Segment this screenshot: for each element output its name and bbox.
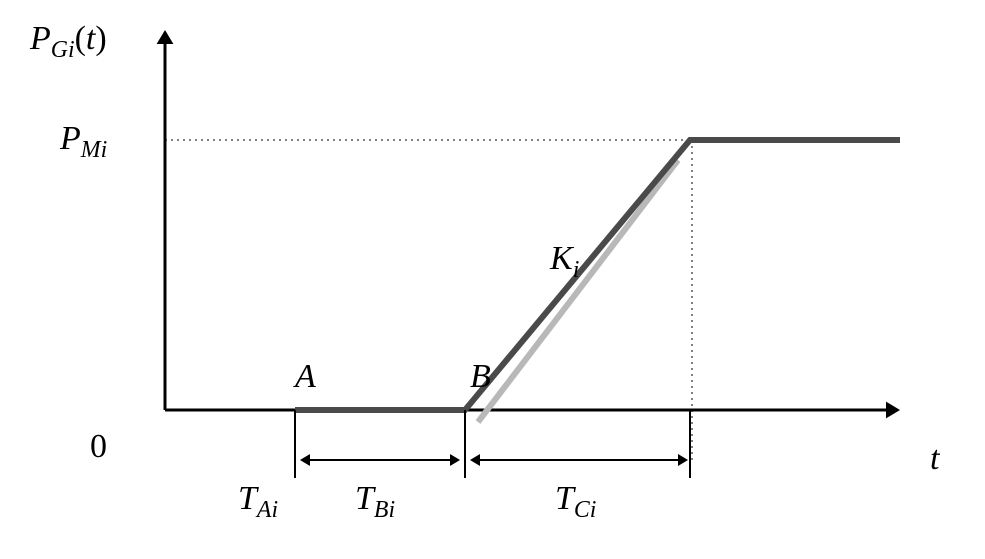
arrowhead bbox=[678, 454, 688, 466]
point-a-label: A bbox=[295, 358, 316, 396]
t-bi-label: TBi bbox=[355, 480, 395, 524]
arrowhead bbox=[157, 30, 174, 44]
x-axis-label: t bbox=[930, 440, 939, 478]
level-pmi-label: PMi bbox=[60, 120, 107, 164]
y-axis-label: PGi(t) bbox=[30, 20, 107, 64]
origin-label: 0 bbox=[90, 428, 107, 466]
response-curve bbox=[295, 140, 900, 410]
t-ai-label: TAi bbox=[238, 480, 278, 524]
arrowhead bbox=[470, 454, 480, 466]
slope-ki-label: Ki bbox=[550, 240, 579, 284]
arrowhead bbox=[300, 454, 310, 466]
arrowhead bbox=[450, 454, 460, 466]
t-ci-label: TCi bbox=[555, 480, 596, 524]
arrowhead bbox=[886, 402, 900, 419]
point-b-label: B bbox=[470, 358, 491, 396]
slope-shadow bbox=[478, 160, 678, 422]
